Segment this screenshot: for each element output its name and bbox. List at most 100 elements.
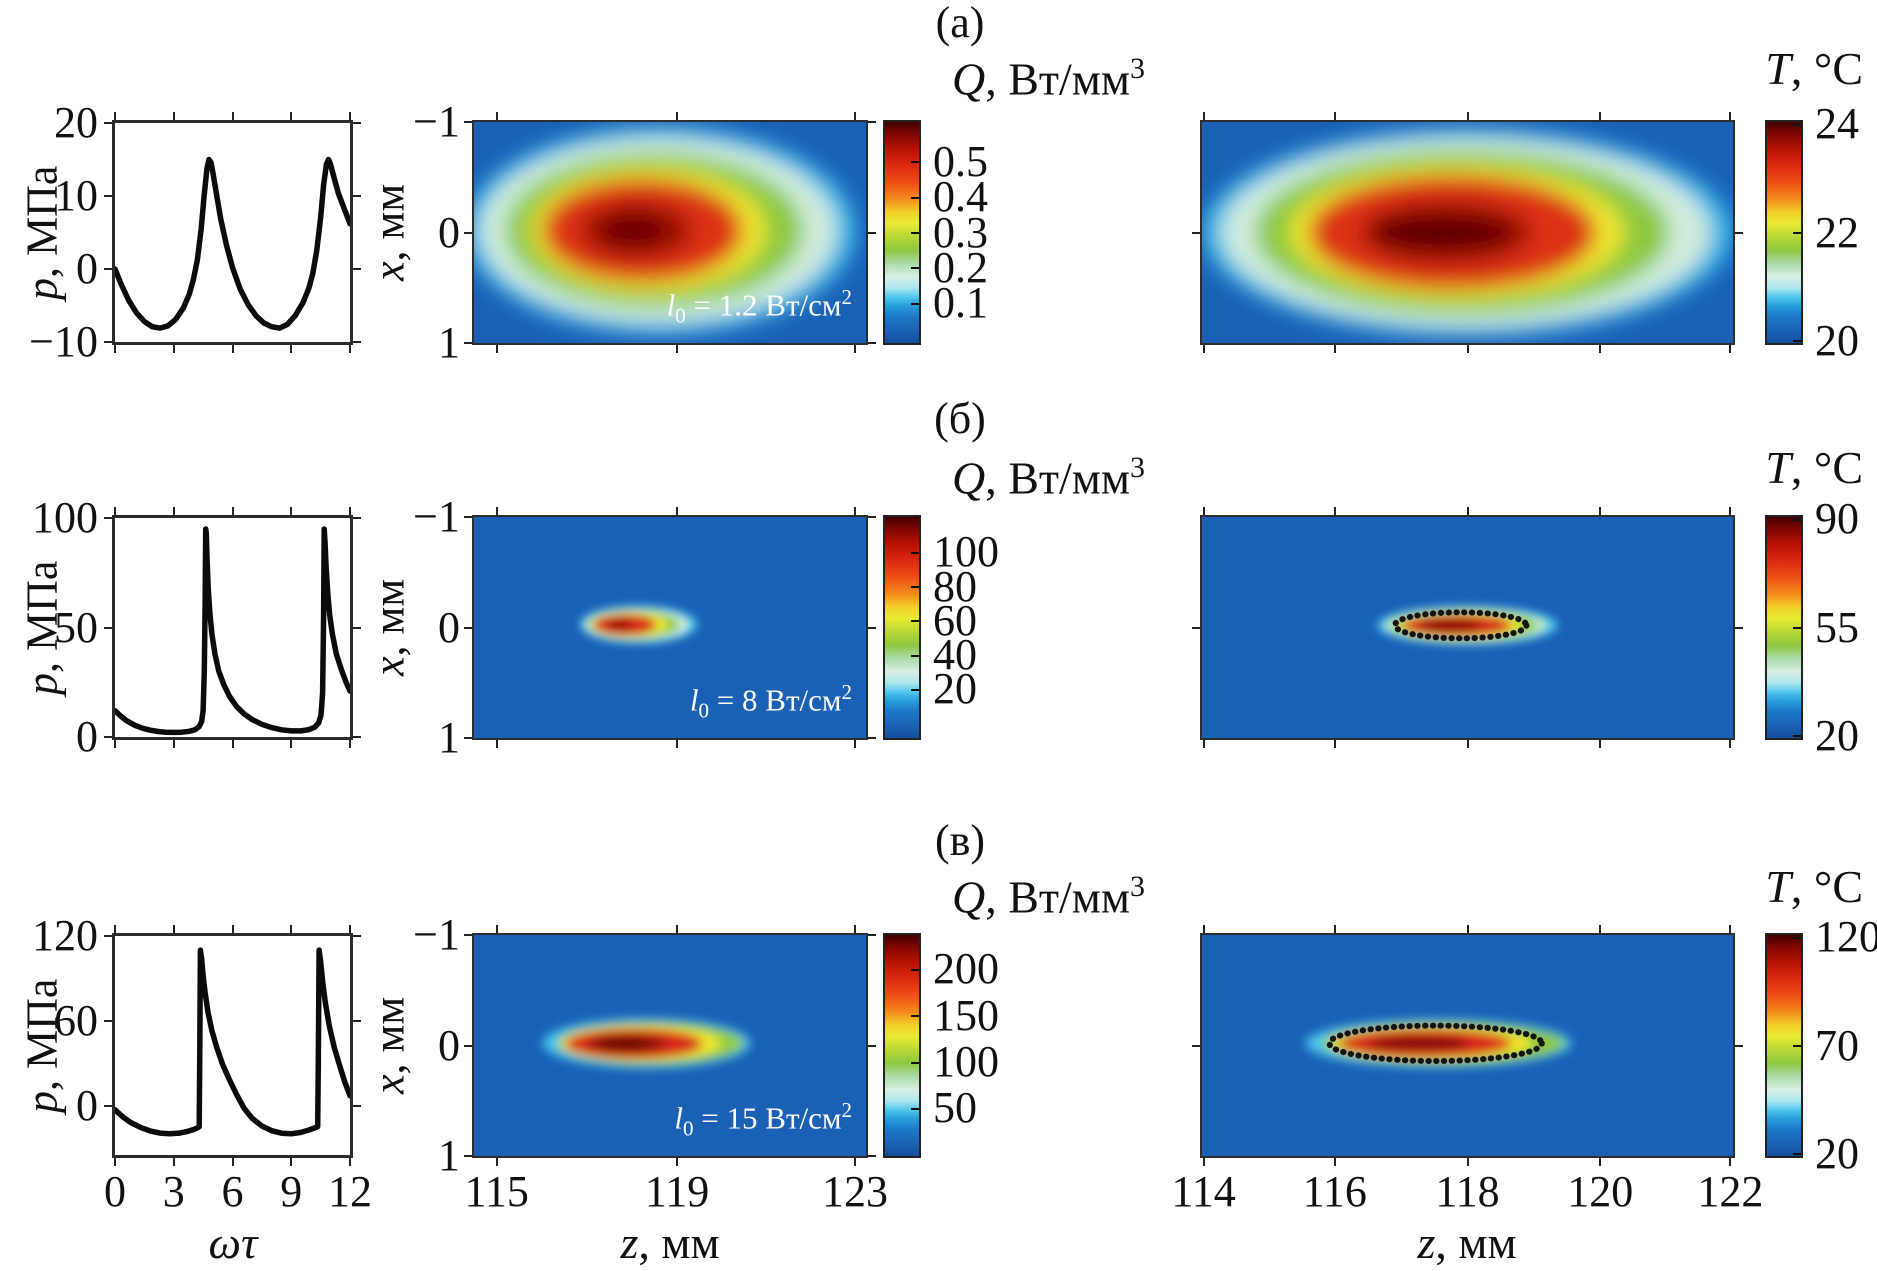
- tick-mark: [868, 934, 876, 936]
- tick-mark: [1729, 1158, 1732, 1166]
- tick-mark: [1202, 740, 1205, 748]
- colorbar-tick-label: 120: [1815, 912, 1877, 962]
- tick-mark: [854, 925, 857, 933]
- tick-mark: [676, 740, 679, 748]
- tick-mark: [1333, 740, 1336, 748]
- pressure-curve: [115, 156, 350, 331]
- tick-mark: [104, 517, 112, 519]
- colorbar-tick: [911, 689, 919, 691]
- tick-mark: [868, 342, 876, 344]
- colorbar-tick: [911, 1108, 919, 1110]
- tick-mark: [172, 112, 175, 120]
- tick-mark: [495, 925, 498, 933]
- tick-mark: [854, 112, 857, 120]
- x-mm-tick-label: −1: [413, 492, 460, 541]
- x-mm-tick-label: −1: [413, 97, 460, 146]
- heatmap-field: [1377, 605, 1558, 645]
- colorbar-tick: [911, 969, 919, 971]
- tick-mark: [353, 935, 361, 937]
- colorbar-tick: [911, 232, 919, 234]
- t-heatmap-b: [1200, 515, 1735, 740]
- tick-mark: [172, 925, 175, 933]
- colorbar-tick-label: 20: [1815, 710, 1859, 760]
- colorbar-tick-label: 60: [933, 595, 977, 645]
- colorbar-tick: [1793, 232, 1801, 234]
- pressure-waveform: [115, 526, 350, 736]
- t-heatmap-v: [1200, 933, 1735, 1158]
- tick-mark: [495, 112, 498, 120]
- colorbar-tick-label: 70: [1815, 1020, 1859, 1070]
- colorbar-tick: [911, 1015, 919, 1017]
- annotation-sup: 2: [841, 1098, 853, 1123]
- x-mm-tick-label: 0: [438, 1020, 460, 1070]
- colorbar-tick: [1793, 124, 1801, 126]
- tick-mark: [1466, 740, 1469, 748]
- tick-mark: [353, 517, 361, 519]
- tick-mark: [1599, 925, 1602, 933]
- tick-mark: [353, 1019, 361, 1022]
- x-var: x: [364, 656, 414, 677]
- colorbar-tick: [911, 620, 919, 622]
- ablation-contour: [1391, 609, 1530, 642]
- heat-spot: [474, 126, 857, 335]
- t-unit: , °C: [1790, 442, 1863, 493]
- tick-mark: [868, 1155, 876, 1157]
- panel-label-a: (а): [935, 0, 985, 47]
- tick-mark: [114, 507, 116, 515]
- tick-mark: [495, 1158, 498, 1166]
- colorbar-tick-label: 40: [933, 630, 977, 680]
- tick-mark: [854, 507, 857, 515]
- tick-mark: [290, 345, 293, 353]
- z-unit: , мм: [638, 1217, 720, 1268]
- tick-mark: [114, 925, 116, 933]
- tick-mark: [464, 1155, 472, 1157]
- tick-mark: [104, 1019, 112, 1022]
- colorbar-tick-label: 20: [1815, 315, 1859, 365]
- colorbar-tick-label: 200: [933, 944, 999, 994]
- pressure-waveform: [115, 156, 350, 331]
- tick-mark: [104, 626, 112, 629]
- annotation-text: = 1.2 Вт/см: [685, 287, 842, 323]
- x-mm-tick-label: 1: [438, 713, 460, 762]
- colorbar-tick: [1793, 937, 1801, 939]
- colorbar-tick-label: 100: [933, 1037, 999, 1087]
- panel-label-v: (в): [934, 816, 986, 865]
- tick-mark: [231, 507, 234, 515]
- tick-mark: [114, 345, 116, 353]
- tick-mark: [1599, 345, 1602, 353]
- y-tick-label: 10: [54, 171, 98, 220]
- t-unit: , °C: [1790, 861, 1863, 912]
- tick-mark: [353, 626, 361, 629]
- tick-mark: [231, 112, 234, 120]
- l-sub: 0: [698, 699, 710, 723]
- x-tick-label: 12: [328, 1167, 372, 1216]
- tick-mark: [104, 268, 112, 270]
- t-var: T: [1765, 861, 1791, 912]
- y-tick-label: 60: [54, 995, 98, 1045]
- tick-mark: [349, 925, 351, 933]
- colorbar-tick-label: 0.1: [933, 278, 988, 328]
- tick-mark: [1202, 112, 1205, 120]
- tick-mark: [290, 1158, 293, 1166]
- tick-mark: [172, 1158, 175, 1166]
- colorbar-tick-label: 20: [933, 664, 977, 714]
- heat-spot: [542, 1018, 751, 1069]
- tick-mark: [1599, 740, 1602, 748]
- tick-mark: [290, 925, 293, 933]
- tick-mark: [495, 740, 498, 748]
- tick-mark: [104, 736, 112, 738]
- x-tick-label: 9: [280, 1167, 303, 1216]
- tick-mark: [349, 1158, 351, 1166]
- ablation-contour: [1326, 1022, 1545, 1065]
- tick-mark: [854, 1158, 857, 1166]
- q-var: Q: [952, 871, 986, 923]
- t-colorbar-v: [1765, 933, 1803, 1158]
- intensity-annotation-v: l0 = 15 Вт/см2: [674, 1093, 852, 1146]
- t-unit-title-b: T, °C: [1765, 443, 1863, 493]
- q-var: Q: [952, 53, 986, 105]
- colorbar-tick: [911, 267, 919, 269]
- x-var: x: [364, 1074, 414, 1095]
- colorbar-tick-label: 80: [933, 561, 977, 611]
- tick-mark: [172, 740, 175, 748]
- z-unit: , мм: [1435, 1217, 1517, 1268]
